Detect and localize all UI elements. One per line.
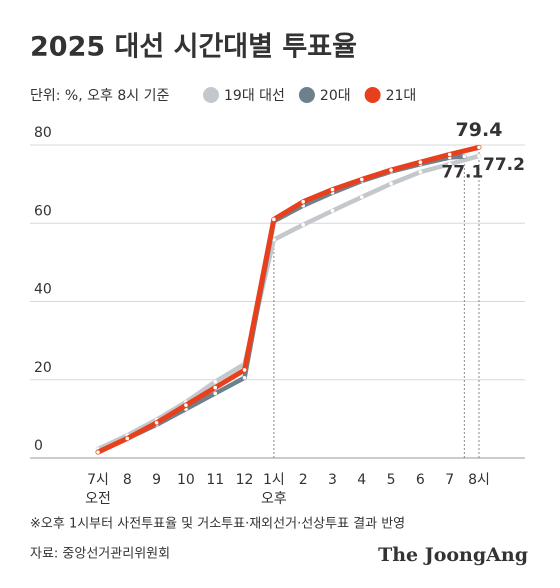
point	[330, 187, 335, 192]
end-label: 77.1	[441, 162, 483, 182]
subtitle: 단위: %, 오후 8시 기준	[30, 88, 169, 104]
y-tick-label: 60	[34, 203, 52, 219]
point	[359, 177, 364, 182]
series-line	[95, 153, 482, 452]
point	[213, 385, 218, 390]
point	[242, 368, 247, 372]
legend-label: 20대	[320, 88, 351, 104]
x-tick-label: 9	[152, 472, 161, 488]
point	[96, 450, 100, 454]
point	[301, 223, 305, 227]
point	[330, 208, 335, 213]
x-tick-label: 6	[416, 472, 425, 488]
footnote: ※오후 1시부터 사전투표율 및 거소투표·재외선거·선상투표 결과 반영	[30, 517, 405, 532]
point	[125, 436, 130, 441]
x-tick-label: 7시	[87, 472, 109, 488]
legend-swatch	[298, 87, 315, 103]
period-label: 오후	[261, 491, 287, 507]
point	[447, 162, 452, 166]
point	[213, 379, 218, 384]
end-label: 79.4	[456, 119, 503, 141]
x-tick-label: 1시	[263, 472, 285, 488]
point	[272, 237, 276, 242]
x-tick-label: 7	[445, 472, 454, 488]
chart-title: 2025 대선 시간대별 투표율	[30, 32, 357, 63]
point	[477, 145, 481, 150]
x-tick-label: 4	[357, 472, 366, 488]
x-tick-label: 5	[387, 472, 396, 488]
point	[154, 420, 159, 425]
point	[301, 199, 305, 204]
series-line	[95, 154, 467, 454]
end-label: 77.2	[483, 155, 525, 175]
point	[213, 391, 218, 396]
point	[184, 403, 188, 407]
point	[389, 168, 393, 172]
point	[418, 160, 423, 165]
point	[389, 181, 393, 186]
x-tick-label: 2	[299, 472, 308, 488]
point	[418, 170, 423, 174]
series-line	[95, 144, 482, 455]
y-tick-label: 0	[34, 438, 43, 454]
brand: The JoongAng	[378, 544, 528, 566]
period-label: 오전	[85, 491, 111, 507]
y-tick-label: 80	[34, 125, 52, 141]
legend-label: 21대	[386, 88, 417, 104]
legend-swatch	[203, 87, 219, 103]
y-tick-label: 40	[34, 282, 52, 298]
legend-swatch	[364, 87, 381, 103]
point	[272, 217, 276, 222]
x-tick-label: 12	[236, 472, 254, 488]
y-tick-label: 20	[34, 360, 52, 376]
x-tick-label: 10	[177, 472, 195, 488]
x-tick-label: 8	[123, 472, 132, 488]
x-tick-label: 3	[328, 472, 337, 488]
source: 자료: 중앙선거관리위원회	[30, 547, 170, 562]
point	[447, 152, 452, 157]
legend-label: 19대 대선	[224, 88, 285, 104]
point	[462, 154, 467, 159]
x-tick-label: 11	[206, 472, 224, 488]
x-tick-label: 8시	[468, 472, 490, 488]
point	[477, 154, 481, 158]
point	[242, 375, 247, 380]
point	[359, 195, 364, 199]
